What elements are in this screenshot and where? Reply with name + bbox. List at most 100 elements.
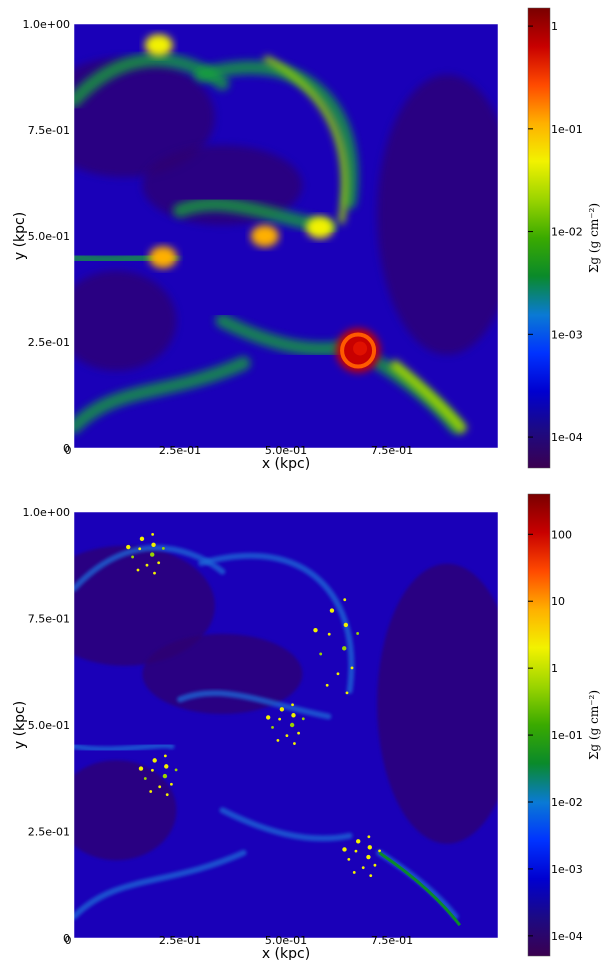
gas-filament [215, 313, 357, 356]
colorbar-tick-label: 1e-01 [551, 123, 583, 136]
density-clump [151, 532, 155, 536]
colorbar-label: Σg (g cm⁻²) [587, 690, 601, 760]
y-tick-label: 7.5e-01 [28, 613, 70, 626]
density-clump [361, 866, 365, 870]
density-clump [313, 627, 318, 633]
density-clump [356, 839, 361, 844]
low-density-void [377, 74, 498, 355]
density-clump [126, 544, 131, 550]
colorbar-tick-label: 1e-04 [551, 930, 583, 943]
density-clump [153, 571, 156, 575]
colorbar-tick-label: 1e-02 [551, 796, 583, 809]
density-clump [161, 547, 165, 550]
density-clump [366, 854, 371, 860]
density-clump [354, 849, 358, 853]
colorbar-tick-label: 1e-01 [551, 729, 583, 742]
y-tick-label: 7.5e-01 [28, 124, 70, 137]
y-axis-label: y (kpc) [12, 212, 28, 260]
x-axis-label: x (kpc) [262, 456, 310, 472]
density-clump [145, 563, 149, 567]
density-clump [157, 561, 161, 565]
density-clump [139, 536, 145, 542]
density-clump [378, 849, 382, 853]
density-feature [305, 216, 334, 239]
density-clump [347, 858, 351, 861]
x-tick-label: 7.5e-01 [371, 444, 413, 457]
colorbar-tick-label: 1e-02 [551, 226, 583, 239]
density-clump [165, 793, 169, 797]
low-density-void [74, 760, 177, 861]
density-clump [345, 691, 349, 695]
x-tick-label: 0 [65, 444, 72, 457]
density-feature [388, 359, 468, 435]
density-clump [356, 632, 360, 635]
density-clump [149, 552, 155, 557]
density-clump [151, 542, 156, 548]
x-tick-label: 5.0e-01 [265, 444, 307, 457]
density-clump [327, 632, 331, 636]
x-tick-label: 5.0e-01 [265, 934, 307, 947]
density-feature [144, 34, 173, 57]
density-clump [163, 754, 167, 758]
density-clump [367, 835, 371, 839]
low-density-void [74, 545, 215, 666]
y-tick-label: 1.0e+00 [23, 506, 70, 519]
x-axis-label: x (kpc) [262, 946, 310, 960]
density-clump [343, 622, 349, 628]
density-map-panel-top: 0 2.5e-01 5.0e-01 7.5e-01 0 2.5e-01 5.0e-01 7.5… [12, 7, 601, 472]
gas-filament [194, 60, 359, 210]
colorbar-tick-label: 1 [551, 20, 558, 33]
density-clump [151, 768, 154, 772]
y-tick-label: 5.0e-01 [28, 719, 70, 732]
density-clump [373, 863, 377, 867]
colorbar [527, 7, 551, 469]
density-clump [291, 703, 294, 707]
density-clump [291, 713, 296, 718]
density-clump [278, 717, 282, 721]
density-clump [343, 598, 347, 602]
density-clump [301, 717, 305, 721]
density-clump [319, 652, 323, 656]
colorbar-tick-label: 1e-03 [551, 328, 583, 341]
density-clump [136, 568, 140, 572]
density-clump [164, 764, 169, 769]
density-map-chart-top: 0 2.5e-01 5.0e-01 7.5e-0102.5e-015.0e-017.5… [12, 7, 601, 472]
spiral-core [353, 341, 368, 356]
gas-filament [219, 807, 353, 842]
colorbar-tick-label: 100 [551, 528, 572, 541]
density-clump [325, 683, 329, 687]
density-clump [174, 768, 178, 772]
heatmap-field [74, 532, 498, 927]
density-clump [152, 758, 157, 763]
density-clump [138, 547, 142, 551]
colorbar-tick-label: 1 [551, 662, 558, 675]
density-clump [342, 847, 347, 852]
gas-filament [198, 552, 355, 694]
y-tick-label: 0 [63, 442, 70, 455]
density-clump [336, 672, 340, 676]
density-feature [149, 246, 178, 269]
plot-frame [73, 23, 499, 449]
density-clump [265, 715, 271, 720]
colorbar-tick-label: 1e-04 [551, 431, 583, 444]
density-clump [293, 742, 296, 745]
density-clump [276, 738, 280, 742]
density-clump [352, 871, 356, 874]
density-clump [131, 555, 134, 559]
low-density-void [377, 563, 498, 844]
gas-filament [74, 849, 247, 920]
density-clump [367, 845, 372, 850]
low-density-void [74, 57, 215, 178]
density-clump [143, 777, 147, 780]
heatmap-field [74, 34, 498, 435]
density-map-panel-bottom: 0 2.5e-01 5.0e-01 7.5e-01 0 2.5e-01 5.0e-01 7.5… [0, 488, 603, 960]
y-tick-label: 1.0e+00 [23, 18, 70, 31]
x-tick-label: 2.5e-01 [159, 444, 201, 457]
density-clump [289, 722, 295, 728]
y-tick-label: 2.5e-01 [28, 826, 70, 839]
low-density-void [74, 270, 177, 371]
colorbar-tick-label: 1e-03 [551, 863, 583, 876]
density-clump [297, 731, 301, 735]
density-clump [350, 666, 354, 670]
y-tick-label: 5.0e-01 [28, 230, 70, 243]
